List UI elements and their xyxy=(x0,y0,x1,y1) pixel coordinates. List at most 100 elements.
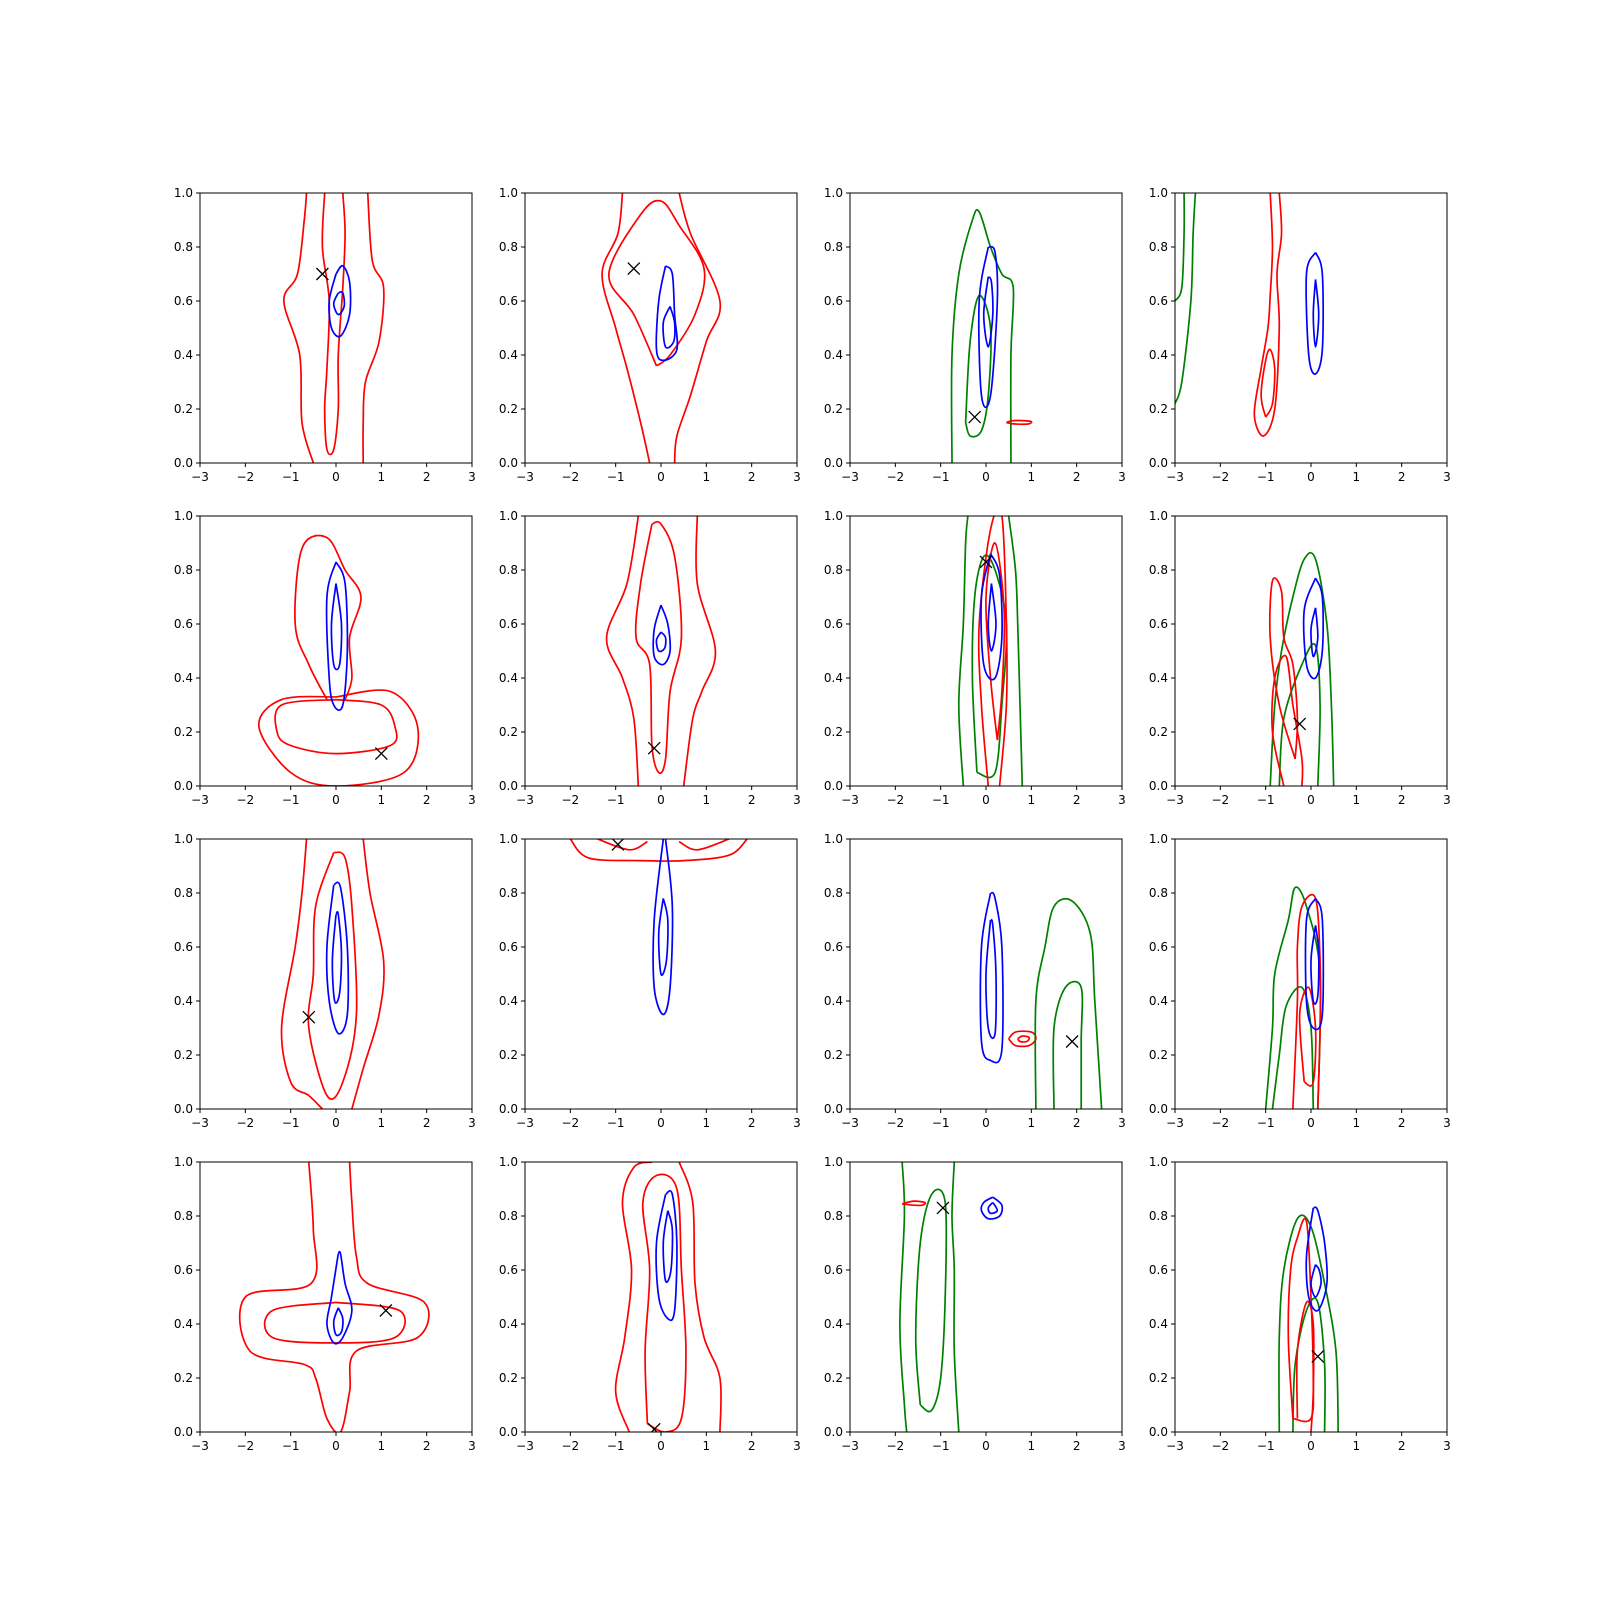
blue-contour-line xyxy=(1312,279,1320,348)
y-tick-label: 0.6 xyxy=(174,617,193,631)
y-tick-label: 0.6 xyxy=(824,617,843,631)
x-tick-label: −1 xyxy=(932,1116,950,1130)
y-tick-label: 0.4 xyxy=(824,1317,843,1331)
red-contour-line xyxy=(682,516,717,786)
x-tick-label: 3 xyxy=(1118,1116,1126,1130)
panel-r3-c2: −3 −2 −1 0 1 2 3 0.0 0.2 0.4 0.6 0.8 1.0 xyxy=(499,832,801,1130)
x-tick-label: 3 xyxy=(468,793,476,807)
x-marker xyxy=(936,1201,950,1215)
y-tick-label: 0.8 xyxy=(1149,563,1168,577)
x-tick-label: 1 xyxy=(378,470,386,484)
blue-contour-line xyxy=(325,881,350,1035)
x-marker xyxy=(379,1304,393,1317)
x-tick-label: 1 xyxy=(703,1116,711,1130)
y-tick-label: 0.6 xyxy=(174,940,193,954)
red-contour-line xyxy=(605,516,640,786)
y-tick-label: 0.8 xyxy=(499,1209,518,1223)
red-contour-line xyxy=(678,839,730,851)
x-tick-label: 3 xyxy=(1118,793,1126,807)
panel-plot-area xyxy=(280,839,385,1109)
red-contour-line xyxy=(1271,654,1304,786)
axes-frame xyxy=(199,192,473,464)
red-contour-line xyxy=(901,1200,927,1207)
x-tick-label: −2 xyxy=(886,1439,904,1453)
blue-contour-line xyxy=(1310,1264,1322,1298)
y-tick-label: 0.8 xyxy=(174,240,193,254)
blue-contour-line xyxy=(1310,607,1319,658)
y-tick-label: 1.0 xyxy=(1149,832,1168,846)
red-contour-line xyxy=(1260,348,1276,418)
green-contour-line xyxy=(971,554,1008,779)
x-tick-label: −2 xyxy=(236,470,254,484)
x-tick-label: −3 xyxy=(516,1116,534,1130)
x-tick-label: −1 xyxy=(932,470,950,484)
y-tick-label: 0.0 xyxy=(824,1102,843,1116)
panel-r2-c2: −3 −2 −1 0 1 2 3 0.0 0.2 0.4 0.6 0.8 1.0 xyxy=(499,509,801,807)
x-tick-label: 2 xyxy=(748,470,756,484)
blue-contour-line xyxy=(655,631,667,653)
x-tick-label: 1 xyxy=(703,793,711,807)
y-tick-label: 0.2 xyxy=(174,1048,193,1062)
panel-plot-area xyxy=(283,193,385,463)
x-tick-label: −2 xyxy=(236,793,254,807)
green-contour-line xyxy=(1278,643,1321,786)
y-tick-label: 1.0 xyxy=(499,186,518,200)
y-tick-label: 0.4 xyxy=(174,671,193,685)
x-tick-label: 0 xyxy=(332,470,340,484)
x-marker xyxy=(1311,1349,1325,1363)
x-tick-label: −3 xyxy=(191,793,209,807)
green-contour-line xyxy=(957,516,969,786)
x-tick-label: 3 xyxy=(793,1116,801,1130)
y-tick-label: 0.4 xyxy=(499,348,518,362)
x-marker xyxy=(315,267,329,281)
panel-plot-area xyxy=(1264,886,1325,1109)
x-tick-label: 2 xyxy=(748,1116,756,1130)
y-tick-label: 0.8 xyxy=(824,563,843,577)
y-tick-label: 0.4 xyxy=(824,671,843,685)
x-tick-label: 1 xyxy=(1028,1116,1036,1130)
blue-contour-line xyxy=(980,1196,1004,1220)
y-tick-label: 0.8 xyxy=(824,1209,843,1223)
red-contour-line xyxy=(678,1162,722,1432)
x-tick-label: 3 xyxy=(1443,1439,1451,1453)
blue-contour-line xyxy=(328,264,352,338)
y-tick-label: 0.0 xyxy=(499,456,518,470)
red-contour-line xyxy=(283,193,315,463)
blue-contour-line xyxy=(332,1307,344,1337)
x-tick-label: 1 xyxy=(378,1116,386,1130)
panel-plot-area xyxy=(258,534,420,786)
blue-contour-line xyxy=(987,1201,999,1215)
axes-frame xyxy=(1174,192,1448,464)
y-tick-label: 0.2 xyxy=(1149,402,1168,416)
x-tick-label: −2 xyxy=(561,1116,579,1130)
y-tick-label: 1.0 xyxy=(1149,186,1168,200)
panel-r1-c2: −3 −2 −1 0 1 2 3 0.0 0.2 0.4 0.6 0.8 1.0 xyxy=(499,186,801,484)
blue-contour-line xyxy=(1305,251,1325,375)
y-tick-label: 0.8 xyxy=(499,886,518,900)
y-tick-label: 0.8 xyxy=(1149,240,1168,254)
y-tick-label: 0.8 xyxy=(499,563,518,577)
y-tick-label: 0.0 xyxy=(174,1102,193,1116)
y-tick-label: 1.0 xyxy=(499,1155,518,1169)
y-tick-label: 0.8 xyxy=(174,1209,193,1223)
x-tick-label: −3 xyxy=(841,470,859,484)
x-tick-label: 3 xyxy=(1118,470,1126,484)
y-tick-label: 0.6 xyxy=(1149,294,1168,308)
panel-plot-area xyxy=(601,193,722,463)
x-tick-label: −2 xyxy=(1211,1116,1229,1130)
y-tick-label: 0.2 xyxy=(499,725,518,739)
red-contour-line xyxy=(280,839,324,1109)
y-tick-label: 0.2 xyxy=(824,402,843,416)
red-contour-line xyxy=(1268,577,1299,760)
axes-frame xyxy=(199,1161,473,1433)
x-tick-label: 2 xyxy=(1073,470,1081,484)
x-tick-label: 2 xyxy=(748,1439,756,1453)
y-tick-label: 0.6 xyxy=(1149,940,1168,954)
x-tick-label: −1 xyxy=(607,1439,625,1453)
x-tick-label: −3 xyxy=(1166,1116,1184,1130)
green-contour-line xyxy=(914,1188,948,1413)
green-contour-line xyxy=(1269,551,1335,786)
red-contour-line xyxy=(307,851,358,1100)
y-tick-label: 0.8 xyxy=(824,886,843,900)
y-tick-label: 1.0 xyxy=(824,186,843,200)
